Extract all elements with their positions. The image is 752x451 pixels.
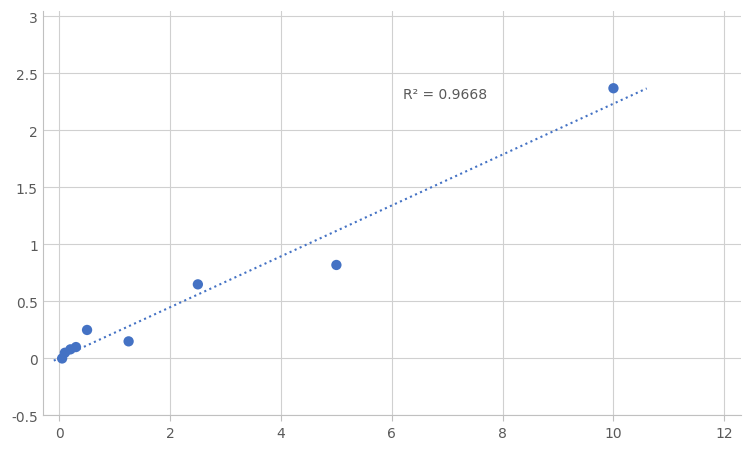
Point	[330, 262, 342, 269]
Text: R² = 0.9668: R² = 0.9668	[403, 88, 487, 102]
Point	[70, 344, 82, 351]
Point	[123, 338, 135, 345]
Point	[608, 85, 620, 92]
Point	[65, 346, 77, 353]
Point	[59, 350, 71, 357]
Point	[56, 355, 68, 362]
Point	[192, 281, 204, 288]
Point	[81, 327, 93, 334]
